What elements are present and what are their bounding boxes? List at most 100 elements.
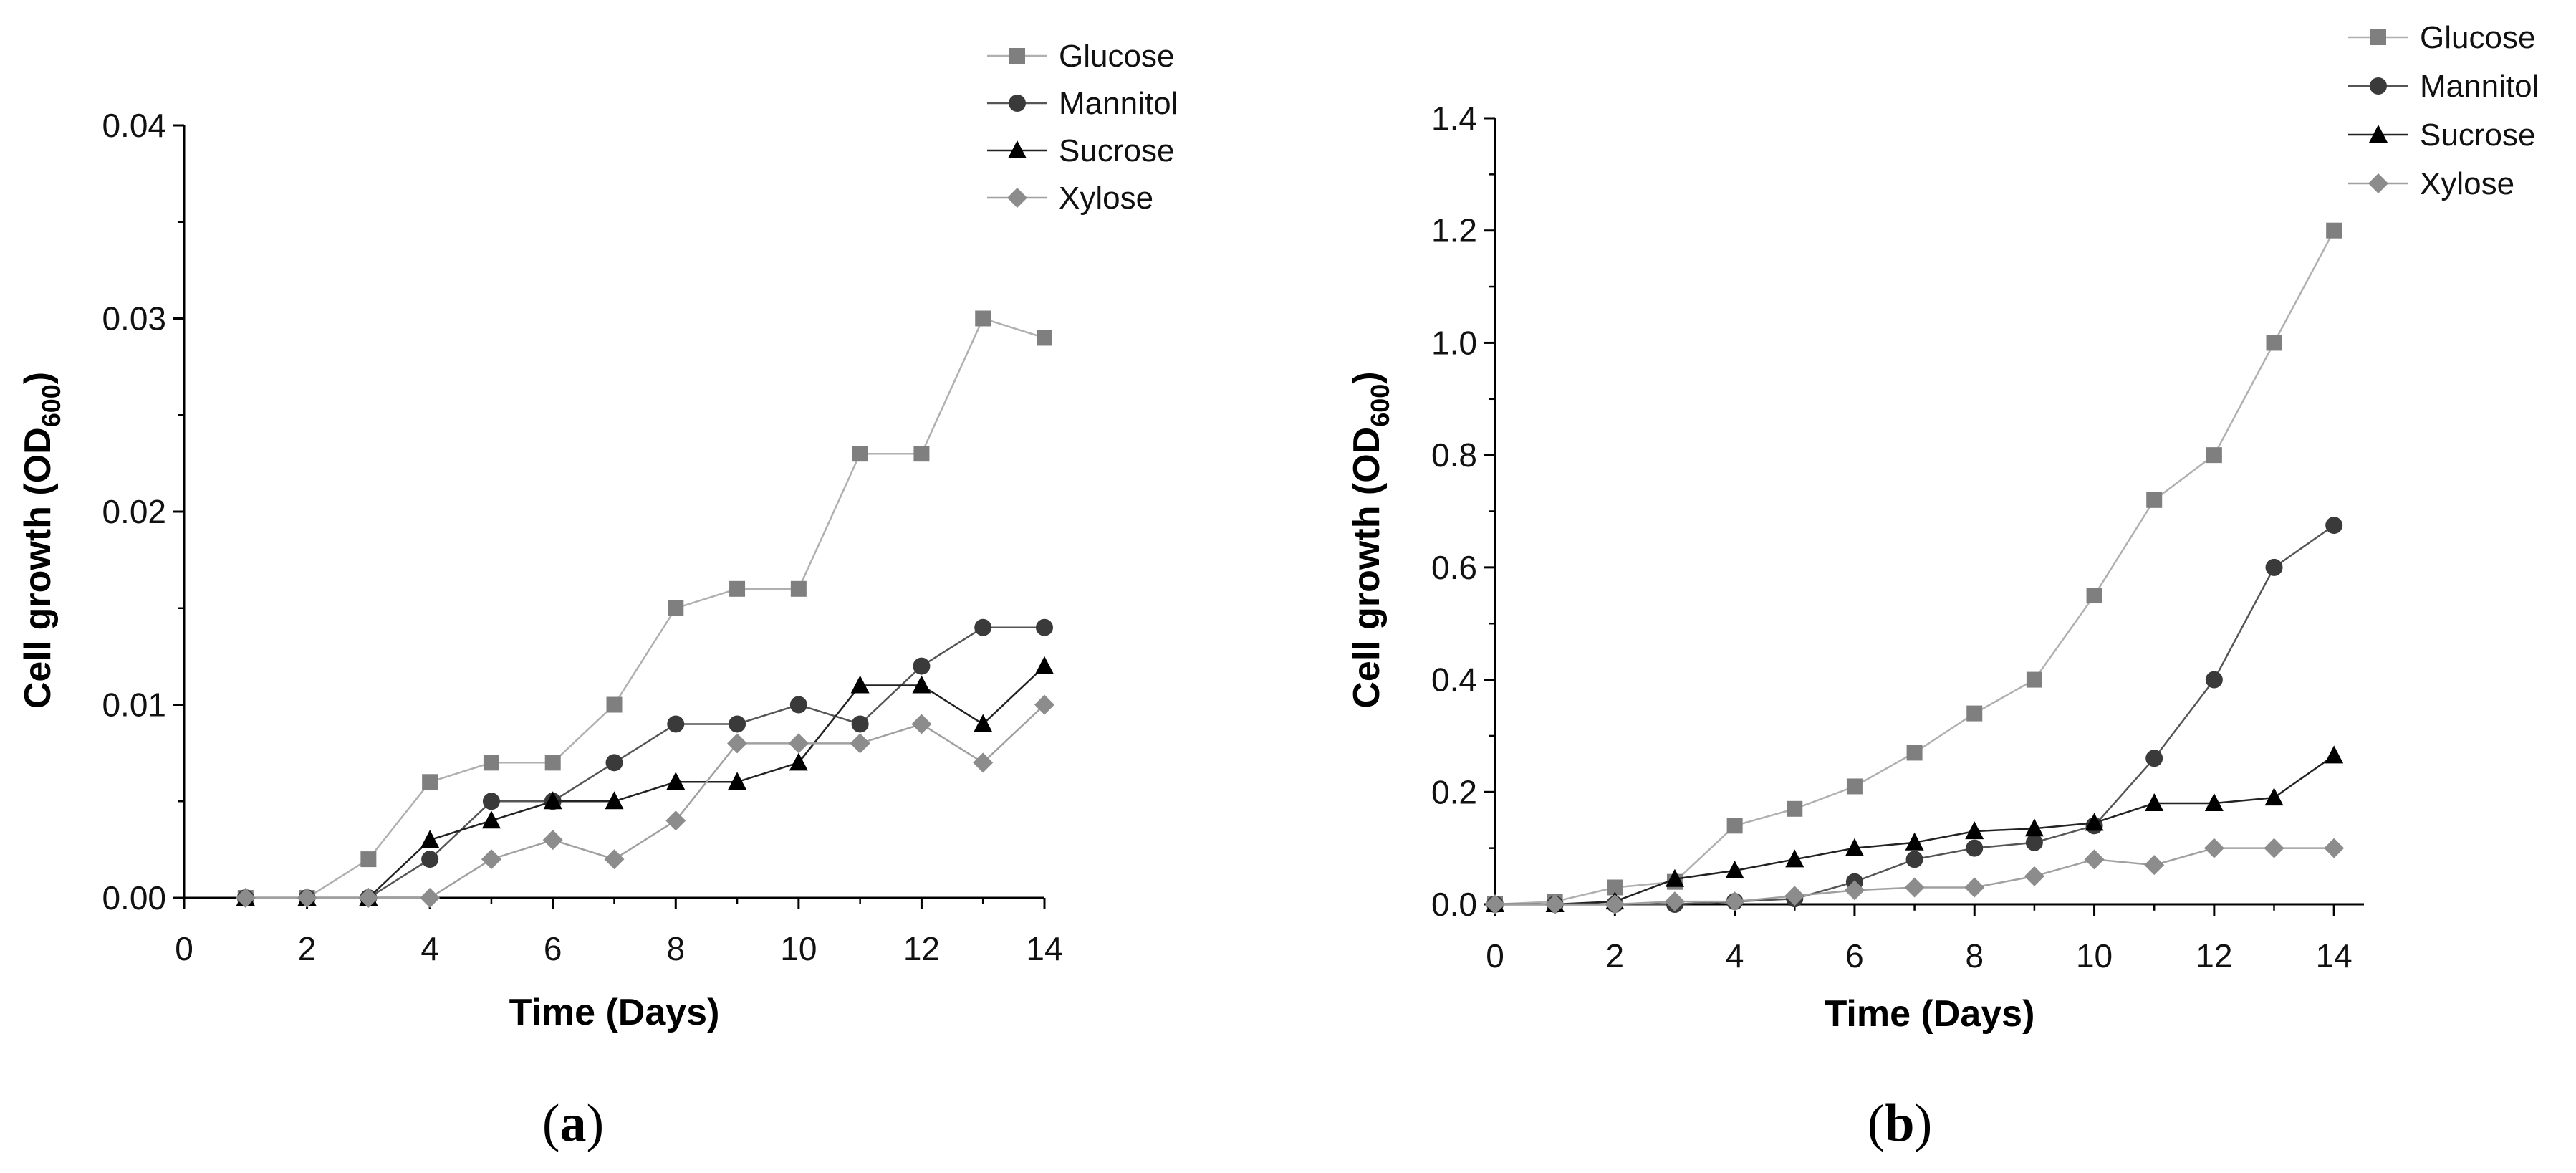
legend-marker bbox=[1008, 140, 1027, 158]
chart-panel-b: 0 2 4 6 8 10 12 14 0.0 0.2 0.4 0.6 0.8 1.0 1.2 1.4 Time … bbox=[1346, 20, 2539, 1035]
data-point bbox=[542, 830, 563, 851]
y-tick-label: 1.2 bbox=[1431, 212, 1477, 249]
legend-marker bbox=[2370, 77, 2387, 95]
y-tick-label: 0.01 bbox=[102, 686, 166, 724]
data-point bbox=[1037, 330, 1052, 346]
data-point bbox=[604, 849, 625, 870]
data-point bbox=[1665, 868, 1684, 887]
data-point bbox=[2205, 671, 2223, 689]
data-point bbox=[2266, 335, 2282, 351]
data-point bbox=[422, 774, 438, 790]
data-point bbox=[2264, 838, 2284, 858]
data-point bbox=[728, 772, 747, 790]
data-point bbox=[1724, 891, 1745, 912]
x-axis-title: Time (Days) bbox=[1825, 993, 2035, 1035]
data-point bbox=[2024, 866, 2044, 886]
data-point bbox=[975, 310, 991, 327]
x-tick-label: 2 bbox=[1606, 937, 1625, 975]
data-point bbox=[850, 675, 870, 694]
data-point bbox=[729, 580, 746, 597]
data-point bbox=[2324, 838, 2345, 858]
series-sucrose bbox=[236, 656, 1054, 906]
data-point bbox=[483, 755, 499, 771]
x-tick-label: 12 bbox=[903, 930, 940, 967]
x-tick-label: 8 bbox=[666, 930, 685, 967]
data-point bbox=[2144, 855, 2165, 876]
series-xylose bbox=[1485, 838, 2345, 914]
series-mannitol bbox=[236, 618, 1053, 906]
data-point bbox=[1904, 877, 1925, 898]
data-point bbox=[2085, 813, 2104, 831]
data-point bbox=[668, 600, 684, 616]
y-tick-label: 0.0 bbox=[1431, 886, 1477, 923]
data-point bbox=[544, 755, 561, 771]
data-point bbox=[1846, 778, 1863, 795]
series-glucose bbox=[237, 310, 1052, 906]
data-point bbox=[2145, 750, 2163, 767]
x-tick-label: 14 bbox=[1026, 930, 1062, 967]
legend-label: Sucrose bbox=[2420, 118, 2535, 153]
data-point bbox=[235, 888, 256, 908]
data-point bbox=[2146, 492, 2163, 508]
data-point bbox=[666, 772, 686, 790]
x-tick-label: 2 bbox=[298, 930, 317, 967]
data-point bbox=[1035, 656, 1054, 674]
data-point bbox=[974, 714, 993, 732]
panel-label-b: (b) bbox=[1868, 1094, 1932, 1153]
series-line bbox=[245, 665, 1045, 899]
series-line bbox=[245, 626, 1044, 899]
series-xylose bbox=[235, 694, 1054, 908]
data-point bbox=[729, 715, 746, 733]
data-point bbox=[911, 714, 932, 734]
data-point bbox=[851, 715, 869, 733]
data-point bbox=[852, 446, 868, 462]
data-point bbox=[790, 580, 807, 597]
y-tick-label: 0.00 bbox=[102, 879, 166, 916]
data-point bbox=[667, 715, 685, 733]
x-tick-label: 14 bbox=[2316, 937, 2352, 975]
data-point bbox=[421, 851, 439, 868]
x-tick-label: 6 bbox=[1845, 937, 1864, 975]
legend-label: Glucose bbox=[1059, 39, 1174, 74]
data-point bbox=[2203, 838, 2224, 858]
legend-marker bbox=[1007, 188, 1027, 208]
y-tick-label: 0.6 bbox=[1431, 549, 1477, 586]
data-point bbox=[850, 733, 870, 754]
y-tick-label: 0.02 bbox=[102, 493, 166, 530]
legend-marker bbox=[2370, 29, 2386, 45]
data-point bbox=[1964, 877, 1985, 898]
legend-label: Glucose bbox=[2420, 20, 2535, 55]
data-point bbox=[1966, 705, 1983, 722]
data-point bbox=[727, 733, 748, 754]
data-point bbox=[788, 733, 809, 754]
data-point bbox=[420, 830, 440, 848]
legend: Glucose Mannitol Sucrose Xylose bbox=[2348, 20, 2539, 201]
series-line bbox=[245, 704, 1045, 899]
y-tick-label: 1.0 bbox=[1431, 324, 1477, 361]
data-point bbox=[973, 752, 994, 773]
data-point bbox=[974, 618, 992, 636]
data-point bbox=[1034, 694, 1054, 715]
data-point bbox=[2086, 588, 2102, 604]
data-point bbox=[1845, 838, 1864, 856]
y-axis-title: Cell growth (OD600) bbox=[17, 372, 66, 709]
legend-label: Xylose bbox=[2420, 166, 2514, 201]
data-point bbox=[913, 446, 930, 462]
data-point bbox=[605, 791, 624, 810]
data-point bbox=[358, 888, 379, 908]
x-tick-label: 4 bbox=[420, 930, 439, 967]
data-point bbox=[913, 657, 931, 675]
x-tick-label: 10 bbox=[2076, 937, 2113, 975]
data-point bbox=[1906, 745, 1923, 761]
data-point bbox=[605, 754, 623, 772]
data-point bbox=[1965, 821, 1984, 840]
data-point bbox=[1607, 879, 1623, 896]
data-point bbox=[420, 888, 441, 908]
y-axis-title: Cell growth (OD600) bbox=[1346, 371, 1395, 708]
data-point bbox=[2024, 818, 2044, 837]
data-point bbox=[543, 791, 562, 810]
chart-panel-a: 0 2 4 6 8 10 12 14 0.00 0.01 0.02 0.03 0.04 Time (Day… bbox=[17, 39, 1178, 1033]
data-point bbox=[2325, 517, 2343, 535]
data-point bbox=[1485, 894, 1505, 914]
